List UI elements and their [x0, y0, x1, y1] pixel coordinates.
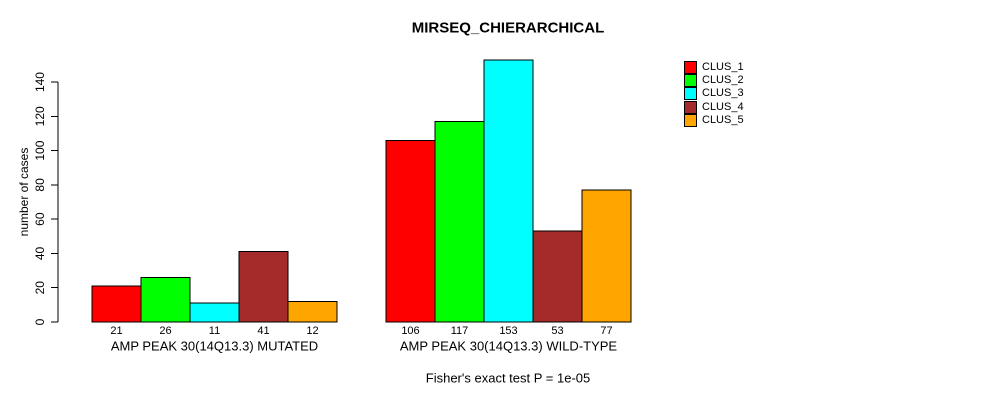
legend-label: CLUS_5 — [702, 113, 744, 126]
legend-swatch-clus_3 — [684, 87, 697, 101]
legend-swatch-clus_1 — [684, 61, 697, 75]
bar-value-label: 41 — [257, 325, 269, 337]
y-axis-tick-label: 40 — [33, 246, 47, 260]
legend: CLUS_1 CLUS_2 CLUS_3 CLUS_4 CLUS_5 — [684, 61, 744, 127]
category-label: AMP PEAK 30(14Q13.3) WILD-TYPE — [400, 338, 618, 353]
bar-value-label: 153 — [499, 325, 517, 337]
y-axis-tick-label: 140 — [33, 72, 47, 92]
y-axis-tick-label: 80 — [33, 178, 47, 192]
bar-value-label: 11 — [209, 325, 220, 337]
legend-entry-clus_3: CLUS_3 — [684, 87, 744, 101]
bar-value-label: 106 — [401, 325, 419, 337]
legend-swatch-clus_2 — [684, 74, 697, 88]
bar-value-label: 21 — [110, 325, 122, 337]
bar-value-label: 77 — [600, 325, 612, 337]
bar-value-label: 53 — [551, 325, 563, 337]
legend-entry-clus_2: CLUS_2 — [684, 74, 744, 88]
bar-value-label: 12 — [306, 325, 318, 337]
y-axis-tick-label: 100 — [33, 140, 47, 160]
bar-clus_1-group1 — [91, 285, 142, 323]
legend-label: CLUS_2 — [702, 74, 744, 87]
legend-entry-clus_1: CLUS_1 — [684, 61, 744, 75]
y-axis-tick-label: 60 — [33, 212, 47, 226]
y-axis-tick-label: 120 — [33, 106, 47, 126]
bar-clus_5-group2 — [581, 189, 632, 323]
bar-clus_2-group1 — [140, 276, 191, 323]
fisher-test-annotation: Fisher's exact test P = 1e-05 — [425, 370, 591, 386]
bar-clus_1-group2 — [385, 139, 436, 323]
bar-clus_4-group2 — [532, 230, 583, 323]
legend-label: CLUS_3 — [702, 87, 744, 100]
bar-value-label: 117 — [451, 325, 469, 337]
bar-clus_2-group2 — [434, 120, 485, 323]
legend-label: CLUS_1 — [702, 61, 744, 74]
category-label: AMP PEAK 30(14Q13.3) MUTATED — [111, 338, 318, 353]
bar-value-label: 26 — [159, 325, 171, 337]
y-axis-tick-label: 0 — [33, 318, 47, 325]
legend-entry-clus_5: CLUS_5 — [684, 113, 744, 127]
chart-title: MIRSEQ_CHIERARCHICAL — [411, 19, 605, 37]
bar-clus_4-group1 — [238, 251, 289, 323]
bar-clus_3-group1 — [189, 302, 240, 323]
bar-clus_3-group2 — [483, 59, 534, 323]
legend-swatch-clus_4 — [684, 100, 697, 114]
legend-entry-clus_4: CLUS_4 — [684, 100, 744, 114]
y-axis-tick-label: 20 — [33, 281, 47, 295]
bar-clus_5-group1 — [287, 300, 338, 323]
legend-label: CLUS_4 — [702, 100, 744, 113]
legend-swatch-clus_5 — [684, 113, 697, 127]
